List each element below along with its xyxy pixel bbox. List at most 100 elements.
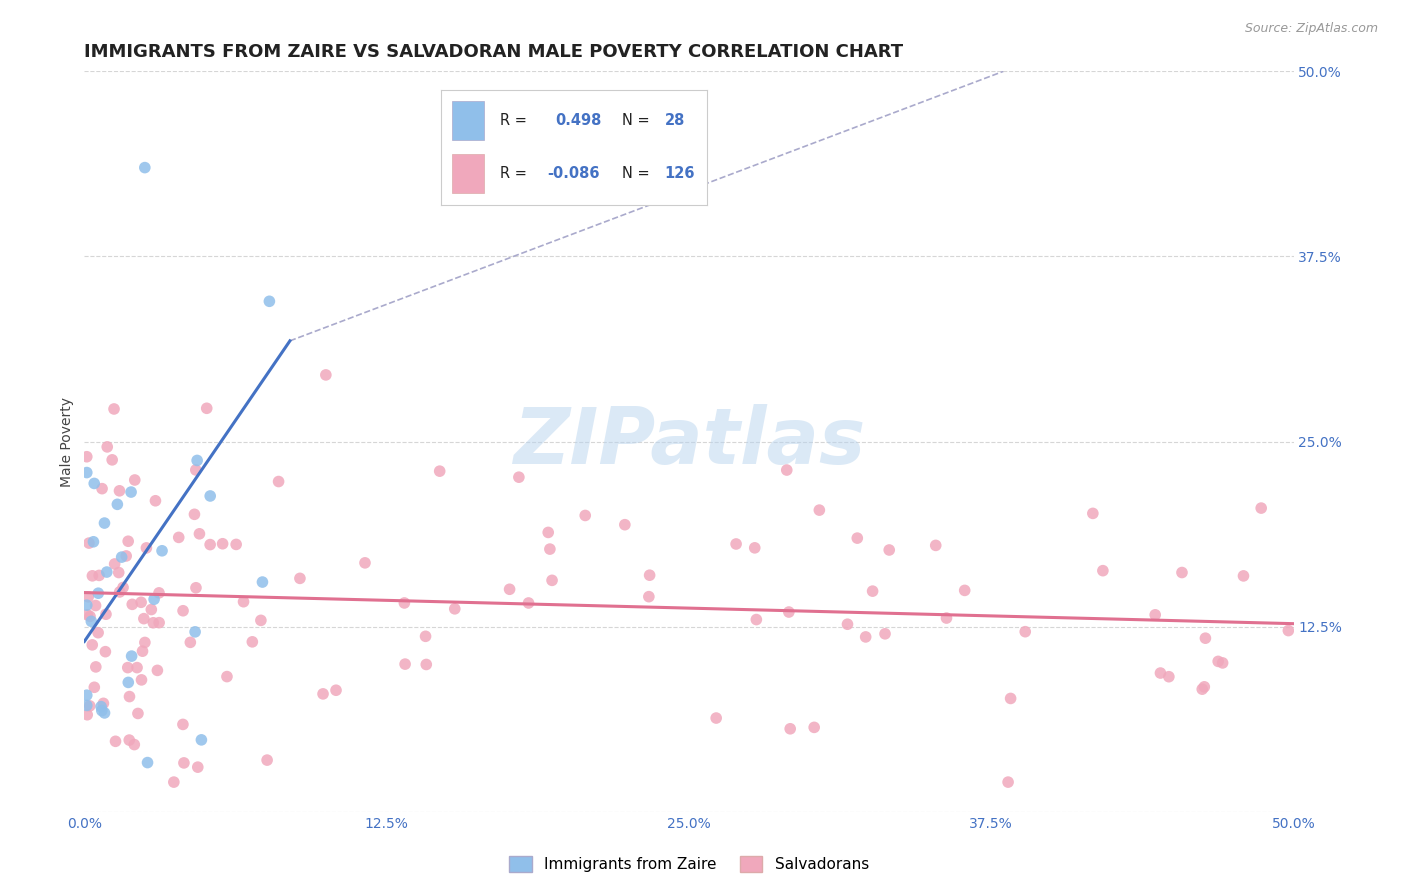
- Point: [121, 598, 143, 612]
- Point: [129, 595, 152, 609]
- Point: [108, 483, 131, 498]
- Point: [637, 590, 659, 604]
- Point: [259, 294, 281, 309]
- Point: [77, 536, 100, 550]
- Point: [183, 508, 205, 522]
- Point: [91, 482, 114, 496]
- Point: [79, 609, 101, 624]
- Point: [101, 453, 124, 467]
- Y-axis label: Male Poverty: Male Poverty: [60, 397, 75, 486]
- Point: [93, 516, 115, 530]
- Point: [187, 760, 209, 774]
- Point: [517, 596, 540, 610]
- Point: [1212, 656, 1234, 670]
- Point: [127, 706, 149, 721]
- Point: [135, 541, 157, 555]
- Point: [1191, 682, 1213, 697]
- Point: [76, 688, 98, 702]
- Point: [83, 680, 105, 694]
- Point: [82, 569, 104, 583]
- Point: [846, 531, 869, 545]
- Point: [188, 526, 211, 541]
- Point: [288, 571, 311, 585]
- Point: [172, 717, 194, 731]
- Point: [574, 508, 596, 523]
- Point: [96, 440, 118, 454]
- Point: [1232, 569, 1254, 583]
- Point: [82, 534, 104, 549]
- Point: [803, 720, 825, 734]
- Point: [121, 649, 143, 664]
- Point: [84, 599, 107, 613]
- Point: [198, 538, 221, 552]
- Point: [93, 697, 115, 711]
- Point: [146, 664, 169, 678]
- Point: [1277, 624, 1299, 638]
- Point: [862, 584, 884, 599]
- Point: [1194, 680, 1216, 694]
- Point: [90, 699, 112, 714]
- Point: [211, 537, 233, 551]
- Point: [76, 707, 98, 722]
- Point: [107, 566, 129, 580]
- Point: [855, 630, 877, 644]
- Point: [225, 537, 247, 551]
- Point: [873, 627, 896, 641]
- Point: [108, 585, 131, 599]
- Point: [76, 466, 98, 480]
- Point: [124, 738, 146, 752]
- Point: [778, 605, 800, 619]
- Point: [117, 660, 139, 674]
- Point: [725, 537, 748, 551]
- Point: [143, 592, 166, 607]
- Point: [953, 583, 976, 598]
- Point: [87, 586, 110, 600]
- Point: [190, 732, 212, 747]
- Point: [415, 629, 437, 643]
- Point: [96, 565, 118, 579]
- Point: [184, 463, 207, 477]
- Point: [142, 615, 165, 630]
- Point: [312, 687, 335, 701]
- Point: [394, 657, 416, 672]
- Point: [325, 683, 347, 698]
- Point: [415, 657, 437, 672]
- Point: [1149, 666, 1171, 681]
- Point: [132, 612, 155, 626]
- Point: [252, 575, 274, 590]
- Point: [1157, 670, 1180, 684]
- Point: [779, 722, 801, 736]
- Point: [105, 497, 128, 511]
- Point: [77, 590, 100, 604]
- Point: [82, 638, 104, 652]
- Point: [104, 734, 127, 748]
- Point: [704, 711, 727, 725]
- Text: IMMIGRANTS FROM ZAIRE VS SALVADORAN MALE POVERTY CORRELATION CHART: IMMIGRANTS FROM ZAIRE VS SALVADORAN MALE…: [84, 44, 904, 62]
- Point: [394, 596, 416, 610]
- Point: [134, 635, 156, 649]
- Point: [93, 706, 115, 720]
- Point: [498, 582, 520, 597]
- Point: [638, 568, 661, 582]
- Point: [90, 704, 112, 718]
- Point: [118, 733, 141, 747]
- Point: [117, 534, 139, 549]
- Point: [150, 543, 173, 558]
- Point: [80, 615, 103, 629]
- Point: [1000, 691, 1022, 706]
- Point: [94, 645, 117, 659]
- Text: Source: ZipAtlas.com: Source: ZipAtlas.com: [1244, 22, 1378, 36]
- Point: [163, 775, 186, 789]
- Point: [443, 602, 465, 616]
- Point: [134, 161, 156, 175]
- Point: [94, 607, 117, 622]
- Point: [103, 401, 125, 416]
- Point: [76, 598, 98, 612]
- Point: [179, 635, 201, 649]
- Point: [184, 581, 207, 595]
- Point: [104, 557, 127, 571]
- Point: [89, 568, 111, 582]
- Point: [837, 617, 859, 632]
- Point: [148, 615, 170, 630]
- Point: [200, 489, 222, 503]
